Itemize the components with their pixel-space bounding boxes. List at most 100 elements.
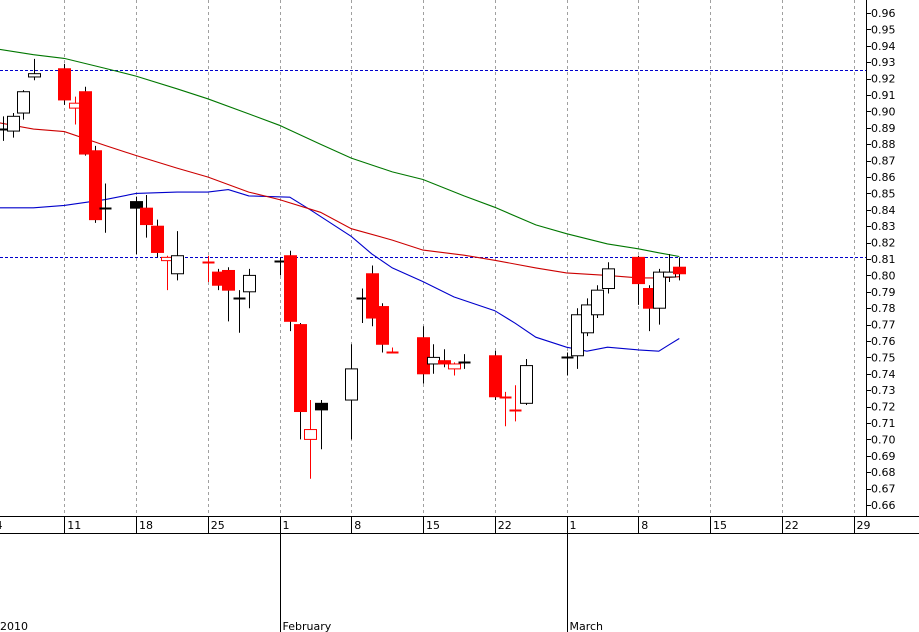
candle-body	[663, 271, 676, 278]
candle	[151, 219, 164, 258]
candle	[520, 359, 533, 405]
candle	[212, 268, 225, 291]
y-tick-label: 0.89	[871, 122, 896, 135]
candle	[140, 195, 153, 238]
x-tick-label: 1	[283, 519, 290, 532]
candle	[643, 285, 656, 332]
candle-body	[315, 402, 328, 411]
candle-body	[243, 274, 256, 293]
candle-body	[438, 360, 451, 365]
x-month-label: February	[283, 620, 332, 632]
candle-body	[28, 73, 41, 78]
candle-body	[294, 324, 307, 413]
reference-lines	[0, 70, 866, 258]
candle	[7, 113, 20, 138]
candle	[458, 354, 471, 369]
candle	[509, 385, 522, 422]
candle-body	[17, 91, 30, 114]
candle	[438, 349, 451, 368]
candle-body	[653, 271, 666, 309]
x-tick-label: 15	[713, 519, 727, 532]
candle-body	[58, 68, 71, 101]
y-tick-label: 0.75	[871, 351, 896, 364]
candle	[315, 400, 328, 450]
candle	[171, 231, 184, 281]
y-tick-label: 0.85	[871, 187, 896, 200]
candle-body	[284, 255, 297, 322]
y-tick-label: 0.83	[871, 220, 896, 233]
y-tick-label: 0.76	[871, 335, 896, 348]
y-tick-label: 0.81	[871, 253, 896, 266]
candle	[448, 362, 461, 376]
x-month-label: 2010	[0, 620, 28, 632]
y-tick-label: 0.69	[871, 450, 896, 463]
y-tick-label: 0.72	[871, 401, 896, 414]
candle	[130, 196, 143, 255]
y-tick-label: 0.78	[871, 302, 896, 315]
candle-body	[448, 363, 461, 370]
y-tick-label: 0.95	[871, 23, 896, 36]
candle	[345, 344, 358, 440]
x-tick-label: 18	[139, 519, 153, 532]
y-tick-label: 0.96	[871, 7, 896, 20]
candle-body	[489, 355, 502, 398]
candle-body	[89, 150, 102, 221]
candle	[17, 90, 30, 120]
y-tick-label: 0.73	[871, 384, 896, 397]
y-tick-label: 0.67	[871, 483, 896, 496]
candle	[243, 268, 256, 309]
y-tick-label: 0.71	[871, 417, 896, 430]
candle-body	[151, 225, 164, 253]
candle-body	[591, 289, 604, 316]
candle	[571, 308, 584, 369]
y-tick-label: 0.92	[871, 73, 896, 86]
candle	[386, 347, 399, 354]
y-tick-label: 0.87	[871, 155, 896, 168]
x-tick-label: 29	[857, 519, 871, 532]
series-line	[0, 48, 680, 258]
candle-body	[7, 115, 20, 132]
y-tick-label: 0.68	[871, 466, 896, 479]
candle	[304, 400, 317, 479]
candle	[632, 255, 645, 305]
candle	[591, 285, 604, 319]
y-tick-label: 0.90	[871, 105, 896, 118]
y-tick-label: 0.70	[871, 433, 896, 446]
x-tick-label: 1	[570, 519, 577, 532]
y-tick-label: 0.79	[871, 286, 896, 299]
x-tick-label: 15	[426, 519, 440, 532]
candle-body	[222, 269, 235, 291]
y-tick-label: 0.91	[871, 89, 896, 102]
candles	[0, 58, 686, 479]
candle-body	[376, 306, 389, 345]
candle	[561, 352, 574, 376]
candle-body	[602, 268, 615, 290]
candle	[417, 326, 430, 384]
y-tick-label: 0.66	[871, 499, 896, 512]
candle-body	[632, 256, 645, 285]
x-tick-label: 8	[354, 519, 361, 532]
y-tick-label: 0.86	[871, 171, 896, 184]
candle	[376, 303, 389, 353]
candle-body	[130, 201, 143, 209]
candle	[499, 391, 512, 427]
candle-body	[417, 337, 430, 375]
candle	[284, 250, 297, 332]
y-tick-label: 0.94	[871, 40, 896, 53]
candle-body	[571, 314, 584, 357]
candle-body	[345, 368, 358, 401]
x-month-label: March	[570, 620, 604, 632]
candle-body	[140, 207, 153, 226]
x-tick-label: 4	[0, 519, 3, 532]
y-tick-label: 0.93	[871, 56, 896, 69]
x-tick-label: 22	[785, 519, 799, 532]
x-tick-label: 8	[641, 519, 648, 532]
moving-average-lines	[0, 48, 680, 352]
candle-body	[673, 266, 686, 275]
x-tick-label: 25	[211, 519, 225, 532]
y-tick-label: 0.88	[871, 138, 896, 151]
candle	[58, 63, 71, 105]
